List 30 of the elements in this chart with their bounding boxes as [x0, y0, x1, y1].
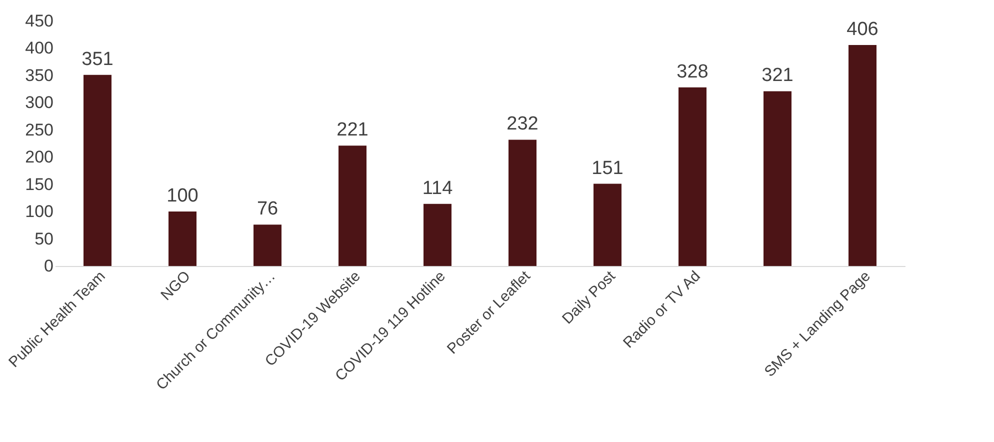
bar — [508, 140, 536, 266]
y-tick-label: 200 — [25, 148, 54, 167]
bar — [678, 87, 706, 266]
bar — [424, 204, 452, 266]
y-tick-label: 0 — [44, 256, 54, 276]
data-label: 328 — [676, 61, 708, 82]
y-tick-label: 350 — [25, 66, 54, 85]
y-tick-label: 50 — [34, 229, 54, 248]
data-label: 232 — [506, 114, 538, 135]
data-label: 351 — [82, 48, 114, 70]
y-tick-label: 400 — [25, 38, 54, 58]
y-tick-label: 300 — [25, 93, 54, 112]
data-label: 321 — [762, 65, 794, 86]
y-tick-label: 250 — [25, 120, 54, 140]
data-label: 406 — [846, 18, 878, 40]
data-label: 151 — [592, 158, 624, 179]
y-tick-label: 450 — [25, 12, 54, 30]
y-tick-label: 150 — [25, 174, 54, 194]
data-label: 76 — [256, 198, 278, 220]
data-label: 221 — [336, 120, 368, 141]
bar — [338, 146, 366, 266]
y-tick-label: 100 — [25, 202, 54, 222]
data-label: 100 — [166, 186, 198, 207]
bar — [764, 91, 792, 266]
bar — [594, 184, 622, 266]
data-label: 114 — [422, 178, 454, 199]
bar — [254, 224, 282, 266]
bar — [168, 212, 196, 266]
bar — [84, 74, 112, 266]
bar — [848, 44, 876, 266]
